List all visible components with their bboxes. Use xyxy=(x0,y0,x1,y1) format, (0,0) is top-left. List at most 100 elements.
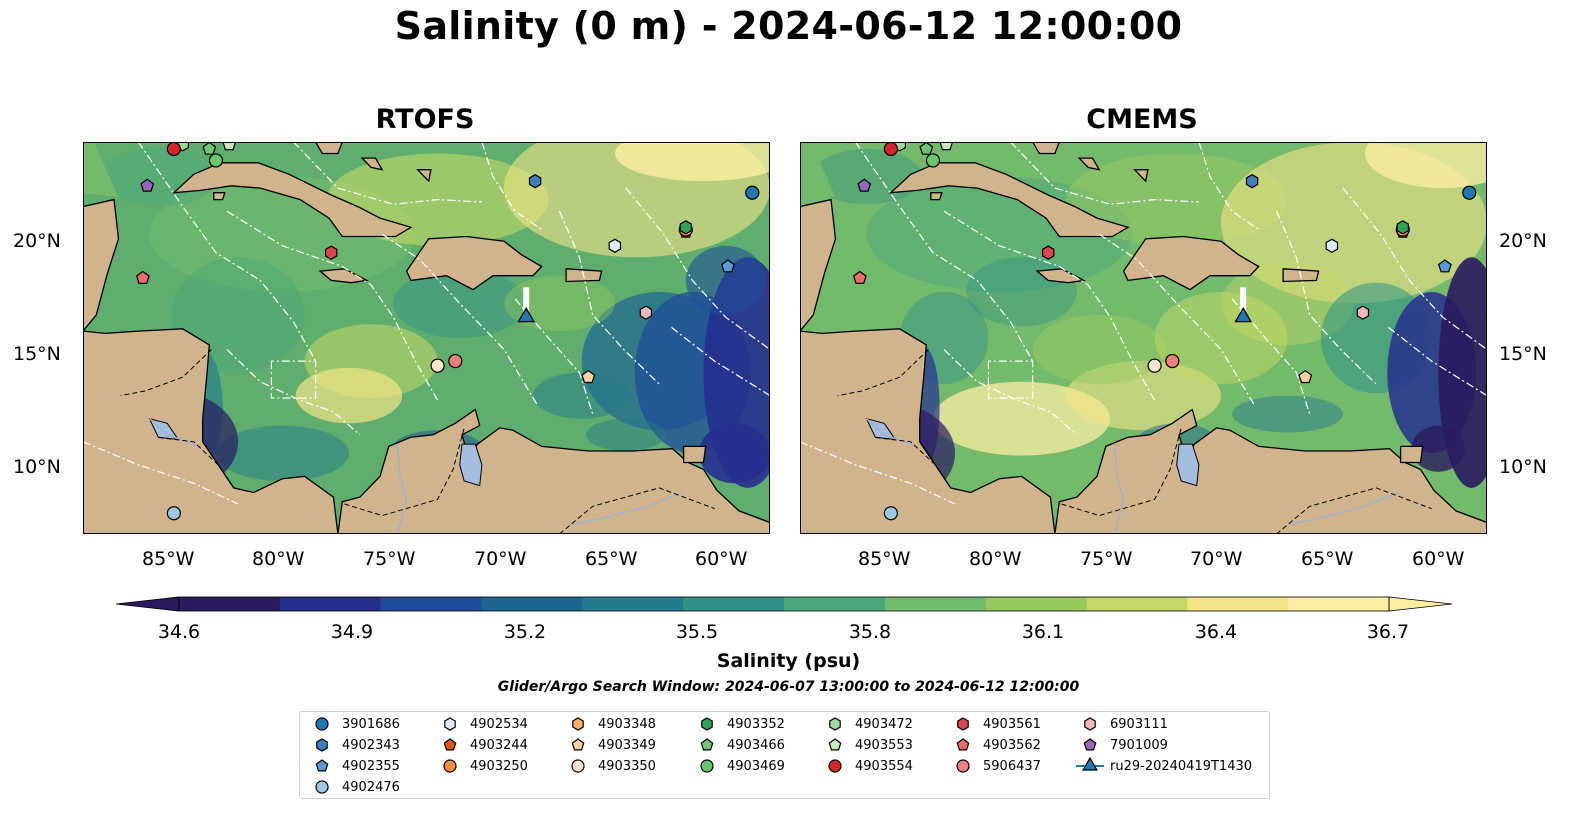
map-panel-cmems xyxy=(800,142,1487,534)
colorbar-bin xyxy=(582,597,684,611)
float-marker-4903466 xyxy=(202,142,217,155)
legend-marker-icon xyxy=(1084,717,1096,731)
float-marker-4902355 xyxy=(720,259,735,273)
colorbar-bin xyxy=(481,597,583,611)
salinity-patch xyxy=(586,418,666,451)
salinity-patch xyxy=(216,425,349,481)
colorbar-bin xyxy=(683,597,785,611)
search-window-caption: Glider/Argo Search Window: 2024-06-07 13… xyxy=(497,679,1080,695)
colorbar xyxy=(116,596,1452,612)
legend-entry: 5906437 xyxy=(949,756,1041,776)
salinity-patch xyxy=(1365,142,1487,189)
salinity-patch xyxy=(699,423,770,484)
float-marker-4903553 xyxy=(939,142,954,151)
panel-title-cmems: CMEMS xyxy=(1086,104,1198,135)
legend-entry: 7901009 xyxy=(1076,735,1168,755)
legend-label: 4903561 xyxy=(983,716,1041,732)
legend-marker-icon xyxy=(316,738,328,752)
land-bahamas1 xyxy=(1031,142,1060,155)
float-marker-4903469 xyxy=(925,153,941,168)
land-jamaica xyxy=(318,268,369,284)
glider-track xyxy=(1240,287,1247,313)
legend-marker-icon xyxy=(315,759,329,772)
eez-boundaries xyxy=(800,142,1487,505)
salinity-patch xyxy=(1154,291,1288,385)
float-marker-6903111 xyxy=(1356,305,1370,320)
salinity-patch xyxy=(1232,395,1343,433)
float-marker-4903562 xyxy=(135,270,150,284)
legend-marker-icon xyxy=(444,717,456,731)
legend-label: 4903350 xyxy=(598,758,656,774)
legend-marker-icon xyxy=(956,759,970,773)
lake-maracaibo xyxy=(1176,443,1200,487)
float-marker-4903350 xyxy=(430,358,445,373)
eez-line xyxy=(987,360,1034,399)
gulf-patch xyxy=(800,142,836,198)
salinity-patch xyxy=(504,275,615,332)
river xyxy=(396,444,408,534)
legend-marker-icon xyxy=(443,738,457,751)
land-isleOfPines xyxy=(213,192,226,201)
eez-line xyxy=(854,142,1034,362)
legend-entry: 4903250 xyxy=(436,756,528,776)
float-marker-4903349 xyxy=(581,369,596,384)
legend-marker-icon xyxy=(1083,738,1097,751)
legend-label: 4902476 xyxy=(342,779,400,795)
legend-marker-icon xyxy=(828,759,842,773)
salinity-patch xyxy=(614,142,770,182)
eez-line xyxy=(1231,298,1311,415)
eez-line xyxy=(514,298,594,415)
float-marker-5906437 xyxy=(1165,353,1180,369)
legend-label: 4902355 xyxy=(342,758,400,774)
land-mexico xyxy=(83,142,120,333)
x-tick-label: 85°W xyxy=(142,548,195,570)
float-markers xyxy=(852,142,1477,521)
lake-maracaibo xyxy=(459,443,483,487)
x-tick-label: 75°W xyxy=(1080,548,1133,570)
legend-entry: 4903554 xyxy=(821,756,913,776)
legend-marker-icon xyxy=(315,717,329,731)
legend-entry: 4902355 xyxy=(308,756,400,776)
river xyxy=(1113,444,1125,534)
legend-entry: 4903244 xyxy=(436,735,528,755)
river xyxy=(570,491,682,526)
colorbar-min-extend xyxy=(116,596,180,612)
legend-entry: 4903349 xyxy=(564,735,656,755)
float-marker-3901686 xyxy=(1462,185,1477,200)
eez-line xyxy=(137,142,317,362)
colorbar-bin xyxy=(884,597,987,611)
x-tick-label: 60°W xyxy=(1412,548,1465,570)
legend-entry: 4903553 xyxy=(821,735,913,755)
legend-label: 5906437 xyxy=(983,758,1041,774)
legend-entry: 4903466 xyxy=(693,735,785,755)
float-marker-4903554 xyxy=(883,142,898,157)
glider-track xyxy=(523,287,530,313)
y-tick-label: 10°N xyxy=(13,456,61,478)
float-marker-4902476 xyxy=(166,506,181,521)
legend-entry: 4903561 xyxy=(949,714,1041,734)
legend-label: 4903554 xyxy=(855,758,913,774)
legend-entry: ru29-20240419T1430 xyxy=(1076,756,1252,776)
legend-entry: 4902476 xyxy=(308,777,400,797)
legend-entry: 4903348 xyxy=(564,714,656,734)
land-layer xyxy=(83,142,770,534)
legend-entry: 4903350 xyxy=(564,756,656,776)
y-tick-label: 15°N xyxy=(1499,343,1547,365)
page-title: Salinity (0 m) - 2024-06-12 12:00:00 xyxy=(394,4,1183,48)
float-marker-4903352 xyxy=(679,220,693,235)
legend-label: 4903250 xyxy=(470,758,528,774)
country-border xyxy=(344,427,465,517)
float-marker-4903553 xyxy=(222,142,237,151)
eez-line xyxy=(481,142,543,231)
legend: 3901686 4902343 4902355 4902476 4902534 49032… xyxy=(299,711,1270,799)
legend-label: 4903466 xyxy=(727,737,785,753)
colorbar-bin xyxy=(985,597,1088,611)
land-jamaica xyxy=(1035,268,1086,284)
colorbar-max-extend xyxy=(1388,596,1452,612)
land-trinidad xyxy=(682,445,707,464)
float-marker-4902534 xyxy=(1325,238,1339,253)
legend-marker-icon xyxy=(315,780,329,794)
colorbar-bin xyxy=(179,597,281,611)
legend-entry: 4902343 xyxy=(308,735,400,755)
eez-line xyxy=(669,326,770,397)
